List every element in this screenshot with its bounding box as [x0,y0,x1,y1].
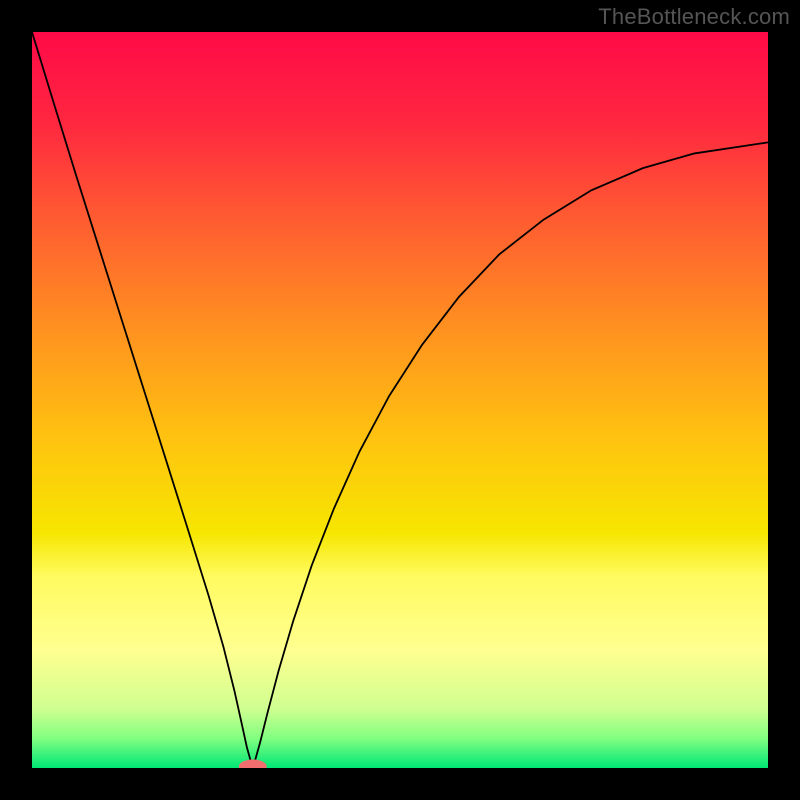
gradient-background [32,32,768,768]
bottleneck-curve-chart [32,32,768,768]
figure-frame: TheBottleneck.com [0,0,800,800]
watermark-text: TheBottleneck.com [598,4,790,30]
plot-area [32,32,768,768]
